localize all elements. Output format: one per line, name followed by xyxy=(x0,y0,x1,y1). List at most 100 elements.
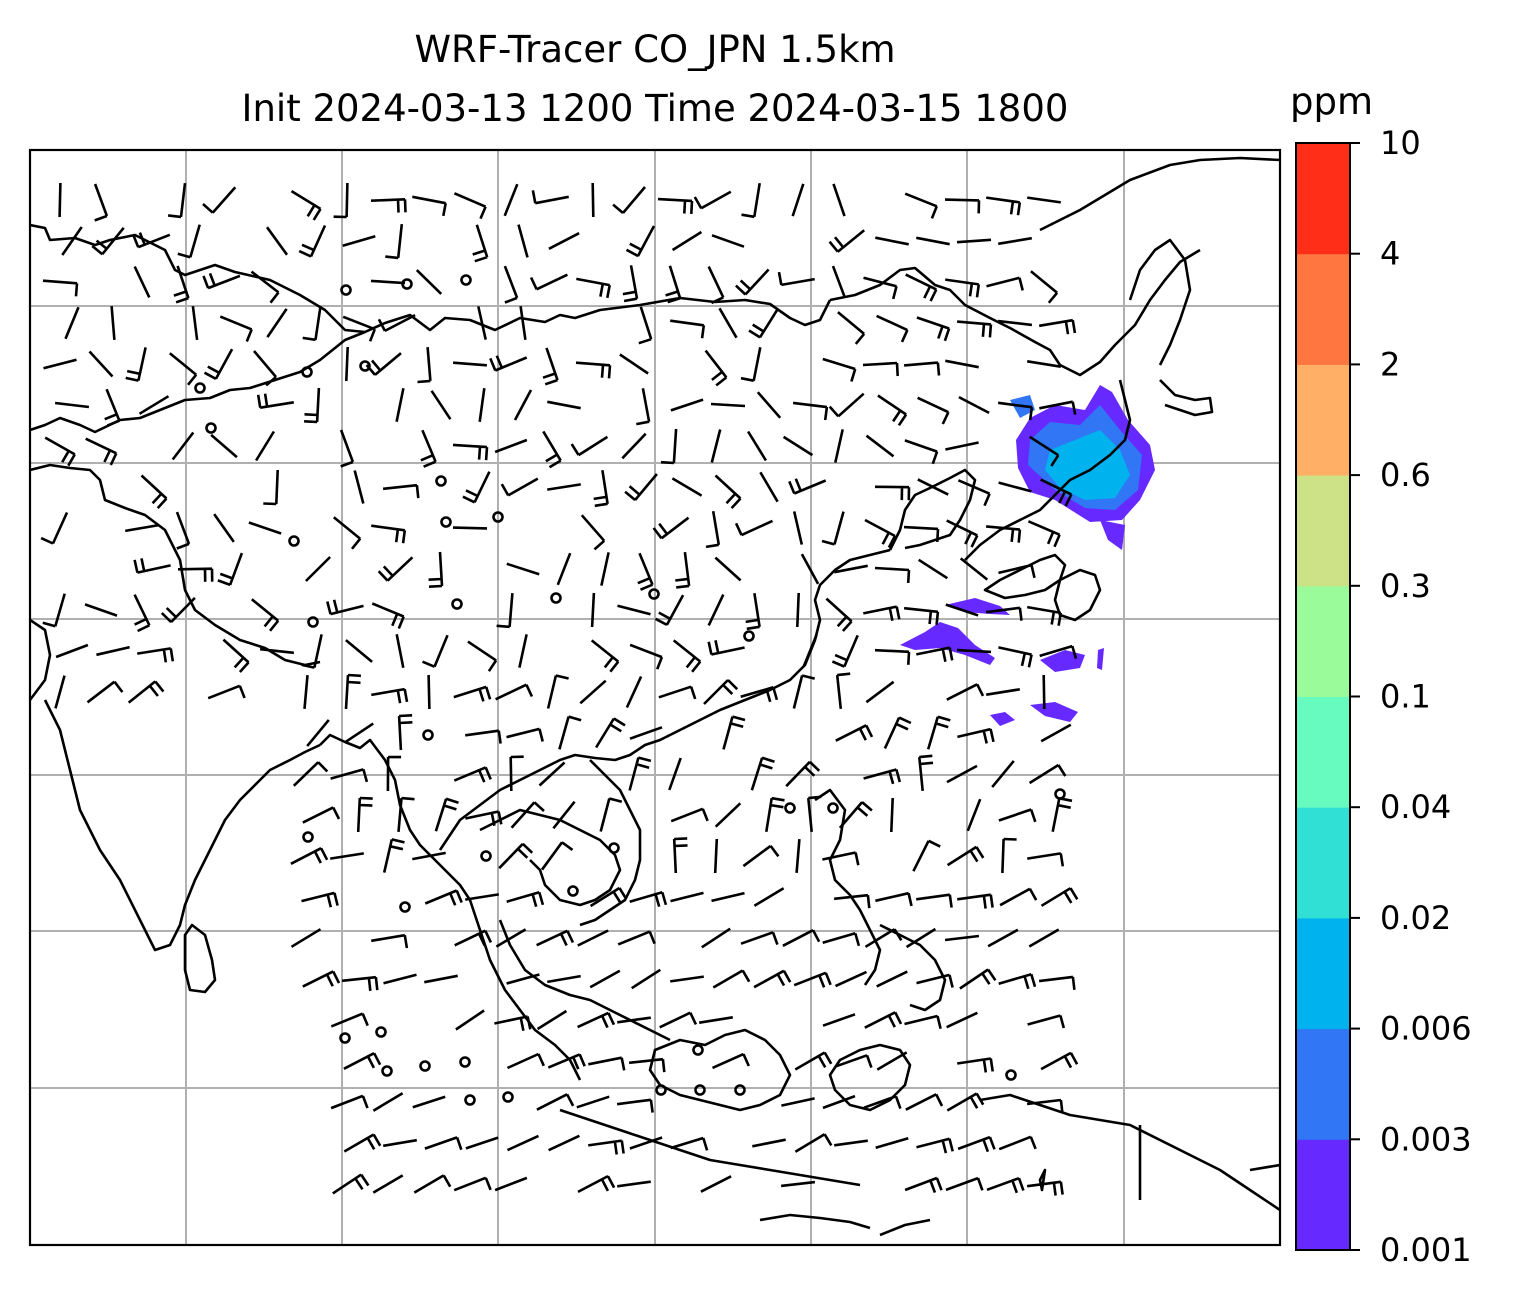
wind-barb xyxy=(345,346,349,382)
wind-barb xyxy=(875,1137,909,1149)
colorbar-segment xyxy=(1296,696,1350,808)
calm-wind-marker xyxy=(567,885,579,897)
wind-barb xyxy=(956,320,993,338)
colorbar-tick-label: 0.04 xyxy=(1380,788,1451,826)
wind-barb xyxy=(756,391,782,419)
wind-barb xyxy=(542,347,559,386)
wind-barb xyxy=(629,1136,663,1150)
wind-barb xyxy=(877,394,908,427)
wind-barb xyxy=(822,357,857,382)
wind-barb xyxy=(503,183,519,217)
wind-barb xyxy=(453,192,487,220)
wind-barb xyxy=(430,390,452,420)
wind-barb xyxy=(946,683,985,701)
calm-wind-marker xyxy=(460,274,472,286)
wind-barb xyxy=(301,891,339,908)
wind-barb xyxy=(177,224,201,259)
colorbar-segment xyxy=(1296,253,1350,365)
calm-wind-marker xyxy=(399,901,411,913)
wind-barb xyxy=(290,928,322,948)
wind-barb xyxy=(998,646,1033,668)
colorbar-tick-label: 2 xyxy=(1380,345,1400,383)
wind-barb xyxy=(711,234,745,248)
wind-barb xyxy=(1039,644,1078,659)
wind-barb xyxy=(266,308,288,338)
wind-barb xyxy=(998,563,1036,579)
colorbar-segment xyxy=(1296,807,1350,919)
calm-wind-marker xyxy=(422,729,434,741)
wind-barb xyxy=(54,401,90,409)
wind-barb xyxy=(494,438,528,454)
calm-wind-marker xyxy=(827,802,839,814)
wind-barb xyxy=(621,432,647,460)
wind-barb xyxy=(494,1015,532,1031)
wind-barb xyxy=(991,760,1015,788)
wind-barb xyxy=(875,891,913,907)
wind-barb xyxy=(500,477,539,497)
wind-barb xyxy=(536,1093,575,1111)
wind-barb xyxy=(495,683,534,701)
calm-wind-marker xyxy=(419,1060,431,1072)
wind-barb xyxy=(536,1009,568,1031)
wind-barb xyxy=(558,715,582,750)
wind-barb xyxy=(377,313,416,333)
wind-barb xyxy=(616,1098,654,1113)
wind-barb xyxy=(712,969,751,989)
wind-barb xyxy=(427,674,431,710)
colorbar-tick-label: 0.02 xyxy=(1380,899,1451,937)
wind-barb xyxy=(945,278,981,298)
wind-barb xyxy=(575,361,612,379)
wind-barb xyxy=(506,891,545,908)
wind-barb xyxy=(714,556,742,582)
wind-barb xyxy=(43,358,77,370)
wind-barb xyxy=(1026,360,1062,368)
wind-barb xyxy=(477,306,487,340)
wind-barb xyxy=(734,519,774,537)
wind-barb xyxy=(556,552,572,586)
wind-barb xyxy=(353,470,365,504)
colorbar-segment xyxy=(1296,585,1350,697)
wind-barb xyxy=(382,483,420,499)
wind-barb xyxy=(412,195,447,217)
wind-barb xyxy=(672,837,688,874)
wind-barb xyxy=(415,269,443,295)
wind-barb xyxy=(912,839,941,872)
calm-wind-marker xyxy=(288,535,300,547)
wind-barb xyxy=(874,648,911,665)
wind-barb xyxy=(453,766,492,783)
wind-barb xyxy=(302,306,322,342)
map-frame xyxy=(28,148,1282,1247)
wind-barb xyxy=(171,431,195,461)
wind-barb xyxy=(1026,1180,1064,1196)
wind-barb xyxy=(506,973,540,985)
wind-barb xyxy=(998,808,1037,823)
wind-barb xyxy=(202,272,241,290)
chart-subtitle: Init 2024-03-13 1200 Time 2024-03-15 180… xyxy=(241,87,1069,130)
wind-barb xyxy=(371,524,407,544)
wind-barb xyxy=(175,511,191,550)
calm-wind-marker xyxy=(743,630,755,642)
wind-barb xyxy=(248,521,282,535)
wind-barb xyxy=(424,974,458,984)
wind-barb xyxy=(1001,837,1017,874)
wind-barb xyxy=(256,393,295,409)
wind-barb xyxy=(946,1092,985,1112)
wind-barb xyxy=(290,847,329,865)
wind-barb xyxy=(832,183,846,217)
wind-barb xyxy=(791,183,805,217)
wind-barb xyxy=(670,807,709,823)
wind-barb xyxy=(304,387,321,424)
colorbar-segment xyxy=(1296,143,1350,255)
calm-wind-marker xyxy=(307,616,319,628)
wind-barb xyxy=(395,388,405,422)
wind-barb xyxy=(670,398,704,412)
wind-barb xyxy=(636,388,651,426)
wind-barb xyxy=(372,1092,404,1112)
wind-barb xyxy=(874,485,911,501)
wind-barb xyxy=(722,715,746,750)
wind-barb xyxy=(833,893,871,909)
colorbar-segment xyxy=(1296,917,1350,1030)
wind-barb xyxy=(1039,400,1077,415)
wind-barb xyxy=(370,279,406,285)
wind-barb xyxy=(637,552,654,591)
